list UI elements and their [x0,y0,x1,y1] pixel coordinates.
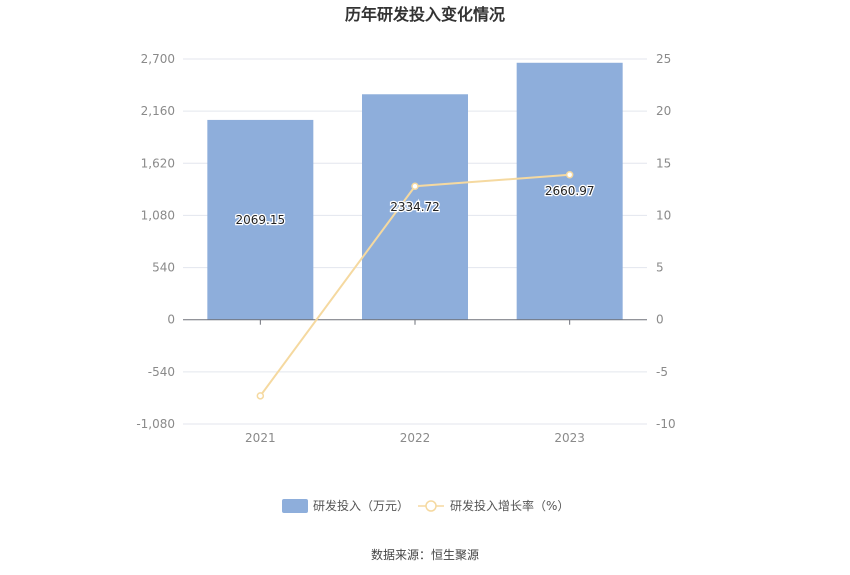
bar-data-label: 2069.15 [236,213,286,227]
bar [362,94,468,320]
y-left-tick-label: 2,700 [141,52,175,66]
x-axis [183,319,647,325]
y-left-tick-label: 0 [167,313,175,327]
y-axis-right: 25 20 15 10 5 0 -5 -10 [656,52,676,431]
y-right-tick-label: -10 [656,417,676,431]
y-right-tick-label: -5 [656,365,668,379]
y-left-tick-label: 1,620 [141,156,175,170]
bar-data-label: 2334.72 [390,200,440,214]
y-right-tick-label: 5 [656,261,664,275]
y-left-tick-label: 540 [152,261,175,275]
legend-label-bar[interactable]: 研发投入（万元） [313,498,409,513]
x-tick-labels: 2021 2022 2023 [245,431,585,445]
y-left-tick-label: 2,160 [141,104,175,118]
y-right-tick-label: 20 [656,104,671,118]
source-note: 数据来源：恒生聚源 [371,547,479,562]
legend-swatch-marker [425,500,437,512]
x-tick-label: 2023 [554,431,585,445]
legend-swatch-bar [282,499,308,513]
y-right-tick-label: 25 [656,52,671,66]
bar [207,119,314,320]
bar-series [207,62,623,320]
growth-rate-point [565,171,574,179]
y-left-tick-label: 1,080 [141,208,175,222]
growth-rate-point [256,392,265,400]
x-tick-label: 2021 [245,431,276,445]
bar-data-label: 2660.97 [545,184,595,198]
y-left-tick-label: -540 [148,365,175,379]
x-tick-label: 2022 [400,431,431,445]
y-right-tick-label: 10 [656,208,671,222]
y-axis-left: 2,700 2,160 1,620 1,080 540 0 -540 -1,080 [136,52,175,431]
data-labels: 2069.15 2334.72 2660.97 [234,183,595,228]
y-right-tick-label: 0 [656,313,664,327]
legend: 研发投入（万元） 研发投入增长率（%） [282,498,569,513]
y-left-tick-label: -1,080 [136,417,175,431]
bar [516,62,623,320]
line-series [256,171,574,400]
growth-rate-point [411,182,419,190]
y-right-tick-label: 15 [656,156,671,170]
chart-title: 历年研发投入变化情况 [345,5,505,24]
legend-label-line[interactable]: 研发投入增长率（%） [450,498,569,513]
